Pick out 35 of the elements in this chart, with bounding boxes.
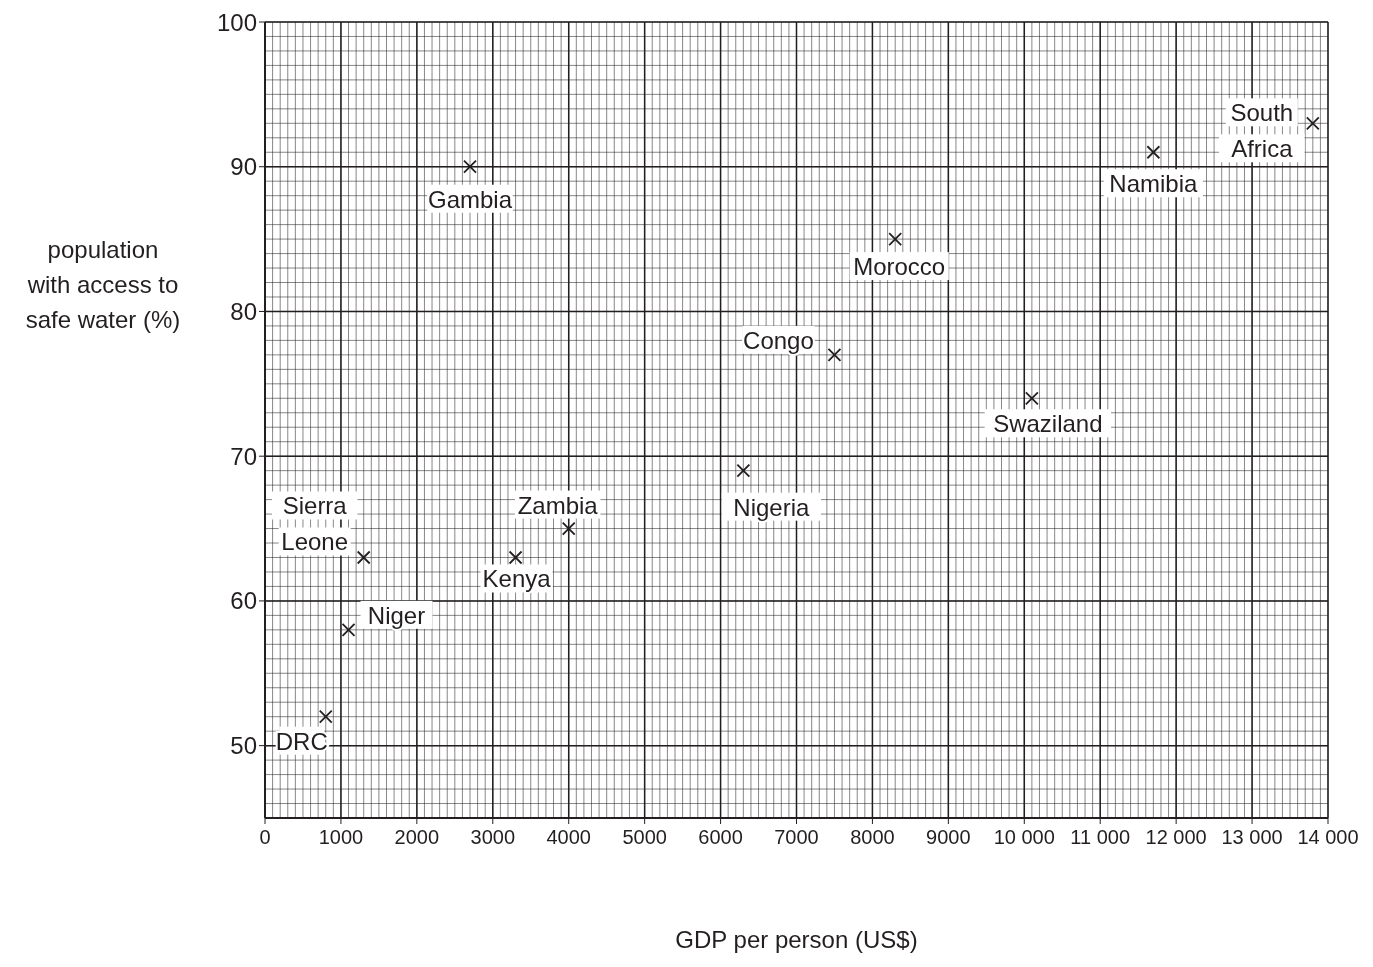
annotation: Kenya bbox=[482, 564, 552, 592]
annotation: Gambia bbox=[427, 185, 513, 213]
x-tick-label: 5000 bbox=[622, 826, 667, 849]
x-tick-label: 3000 bbox=[470, 826, 516, 849]
x-tick-label: 14 000 bbox=[1297, 826, 1359, 849]
y-tick-label: 100 bbox=[216, 8, 257, 36]
x-tick-label: 10 000 bbox=[993, 826, 1055, 849]
x-tick-label: 7000 bbox=[774, 826, 819, 849]
x-tick-label: 0 bbox=[259, 826, 271, 849]
annotation: Nigeria bbox=[733, 493, 811, 521]
x-tick-label: 1000 bbox=[318, 826, 364, 849]
annotation: Morocco bbox=[853, 252, 946, 280]
x-tick-label: 6000 bbox=[698, 826, 743, 849]
y-tick-label: 50 bbox=[230, 732, 257, 760]
annotation: Congo bbox=[743, 326, 814, 354]
annotation: Swaziland bbox=[993, 409, 1103, 437]
y-tick-label: 60 bbox=[230, 587, 257, 615]
x-tick-label: 8000 bbox=[850, 826, 895, 849]
annotation: Niger bbox=[367, 601, 426, 629]
y-tick-label: 90 bbox=[230, 153, 257, 181]
annotation: South Africa bbox=[1230, 98, 1294, 162]
annotation: Sierra Leone bbox=[281, 491, 349, 555]
x-tick-label: 4000 bbox=[546, 826, 591, 849]
annotation: Zambia bbox=[517, 491, 599, 519]
y-tick-label: 80 bbox=[230, 297, 257, 325]
x-tick-label: 12 000 bbox=[1145, 826, 1207, 849]
annotation: Namibia bbox=[1109, 169, 1199, 197]
x-tick-label: 9000 bbox=[926, 826, 971, 849]
annotation: DRC bbox=[275, 727, 328, 755]
x-tick-label: 2000 bbox=[394, 826, 440, 849]
y-axis-title: population with access to safe water (%) bbox=[24, 235, 182, 335]
x-axis-title: GDP per person (US$) bbox=[675, 926, 918, 953]
y-tick-label: 70 bbox=[230, 442, 257, 470]
x-tick-label: 11 000 bbox=[1070, 826, 1131, 849]
x-tick-label: 13 000 bbox=[1221, 826, 1283, 849]
